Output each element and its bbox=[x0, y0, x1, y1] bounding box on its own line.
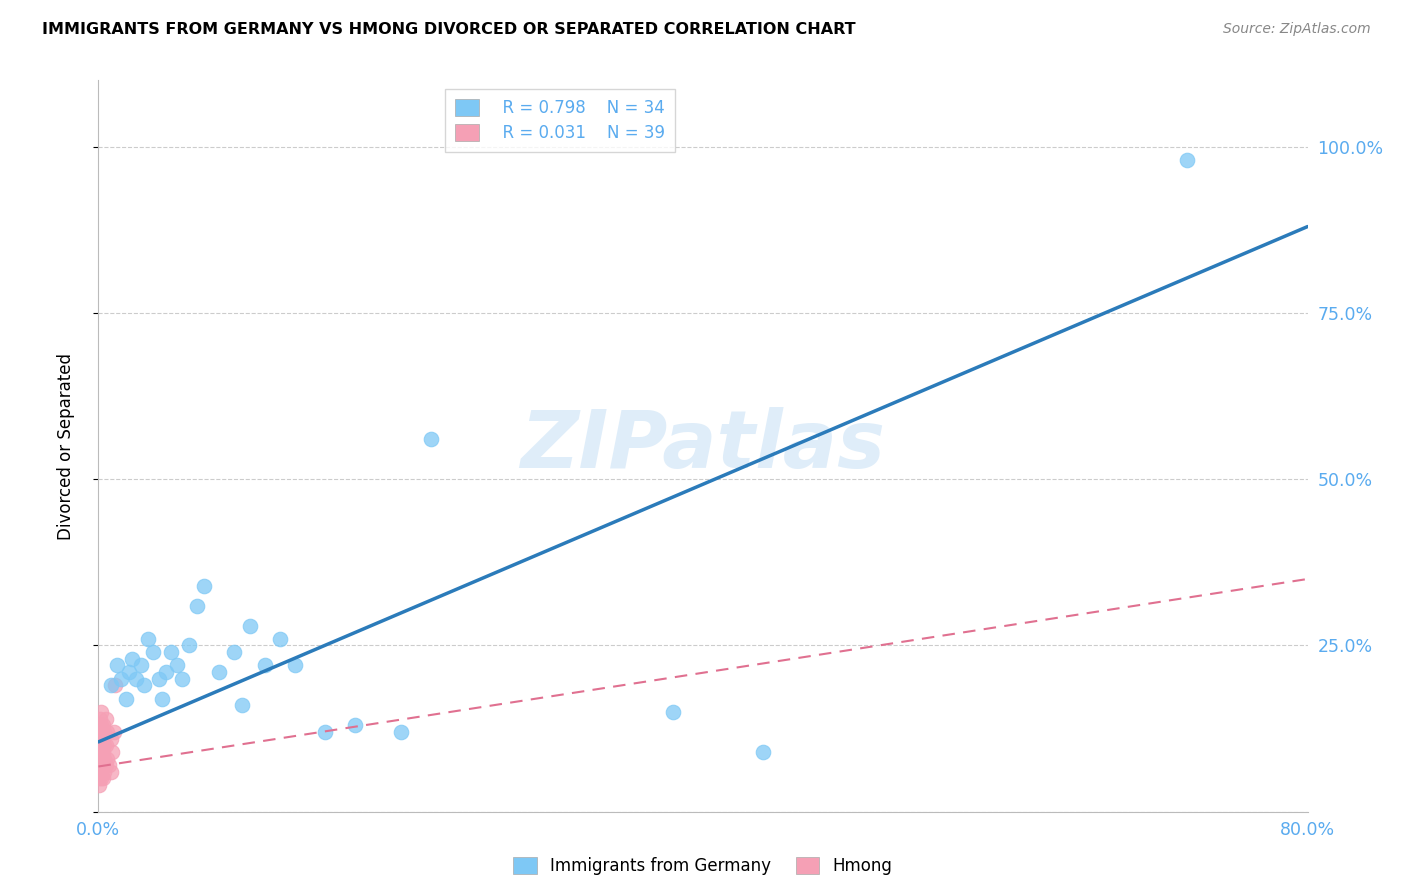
Text: ZIPatlas: ZIPatlas bbox=[520, 407, 886, 485]
Point bbox=[100, 678, 122, 692]
Point bbox=[93, 764, 115, 779]
Point bbox=[284, 658, 307, 673]
Point bbox=[129, 658, 152, 673]
Point bbox=[90, 764, 112, 779]
Point bbox=[344, 718, 367, 732]
Point bbox=[89, 712, 111, 726]
Point bbox=[94, 758, 117, 772]
Point bbox=[105, 658, 128, 673]
Point bbox=[96, 751, 118, 765]
Point bbox=[314, 725, 336, 739]
Point bbox=[90, 705, 112, 719]
Point bbox=[89, 758, 111, 772]
Point bbox=[89, 778, 111, 792]
Point bbox=[91, 758, 114, 772]
Point bbox=[142, 645, 165, 659]
Point bbox=[96, 725, 118, 739]
Point bbox=[103, 725, 125, 739]
Point bbox=[104, 678, 127, 692]
Point bbox=[90, 758, 112, 772]
Point bbox=[90, 751, 112, 765]
Point bbox=[661, 705, 683, 719]
Point bbox=[94, 712, 117, 726]
Point bbox=[231, 698, 253, 713]
Point bbox=[114, 691, 136, 706]
Point bbox=[170, 672, 193, 686]
Point bbox=[100, 764, 122, 779]
Point bbox=[389, 725, 412, 739]
Point bbox=[150, 691, 173, 706]
Point bbox=[186, 599, 208, 613]
Point bbox=[155, 665, 177, 679]
Point bbox=[224, 645, 246, 659]
Point bbox=[100, 731, 122, 746]
Point bbox=[90, 718, 112, 732]
Point bbox=[89, 751, 111, 765]
Point bbox=[208, 665, 231, 679]
Y-axis label: Divorced or Separated: Divorced or Separated bbox=[56, 352, 75, 540]
Point bbox=[239, 618, 262, 632]
Point bbox=[166, 658, 188, 673]
Point bbox=[90, 738, 112, 752]
Point bbox=[90, 738, 112, 752]
Point bbox=[118, 665, 141, 679]
Point bbox=[89, 764, 111, 779]
Point bbox=[125, 672, 148, 686]
Point bbox=[90, 725, 112, 739]
Point bbox=[89, 725, 111, 739]
Point bbox=[121, 652, 143, 666]
Point bbox=[89, 738, 111, 752]
Point bbox=[110, 672, 132, 686]
Point bbox=[752, 745, 775, 759]
Point bbox=[89, 772, 111, 786]
Point bbox=[91, 751, 114, 765]
Legend: Immigrants from Germany, Hmong: Immigrants from Germany, Hmong bbox=[506, 850, 900, 882]
Point bbox=[253, 658, 276, 673]
Point bbox=[91, 772, 114, 786]
Point bbox=[93, 738, 115, 752]
Point bbox=[98, 758, 121, 772]
Point bbox=[160, 645, 183, 659]
Point bbox=[269, 632, 291, 646]
Point bbox=[93, 751, 115, 765]
Point bbox=[91, 745, 114, 759]
Point bbox=[101, 745, 124, 759]
Point bbox=[132, 678, 155, 692]
Text: IMMIGRANTS FROM GERMANY VS HMONG DIVORCED OR SEPARATED CORRELATION CHART: IMMIGRANTS FROM GERMANY VS HMONG DIVORCE… bbox=[42, 22, 856, 37]
Point bbox=[91, 718, 114, 732]
Legend:   R = 0.798    N = 34,   R = 0.031    N = 39: R = 0.798 N = 34, R = 0.031 N = 39 bbox=[446, 88, 675, 153]
Point bbox=[1175, 153, 1198, 167]
Point bbox=[148, 672, 170, 686]
Point bbox=[94, 738, 117, 752]
Point bbox=[91, 731, 114, 746]
Text: Source: ZipAtlas.com: Source: ZipAtlas.com bbox=[1223, 22, 1371, 37]
Point bbox=[193, 579, 215, 593]
Point bbox=[136, 632, 159, 646]
Point bbox=[179, 639, 201, 653]
Point bbox=[90, 772, 112, 786]
Point bbox=[93, 725, 115, 739]
Point bbox=[89, 745, 111, 759]
Point bbox=[420, 433, 443, 447]
